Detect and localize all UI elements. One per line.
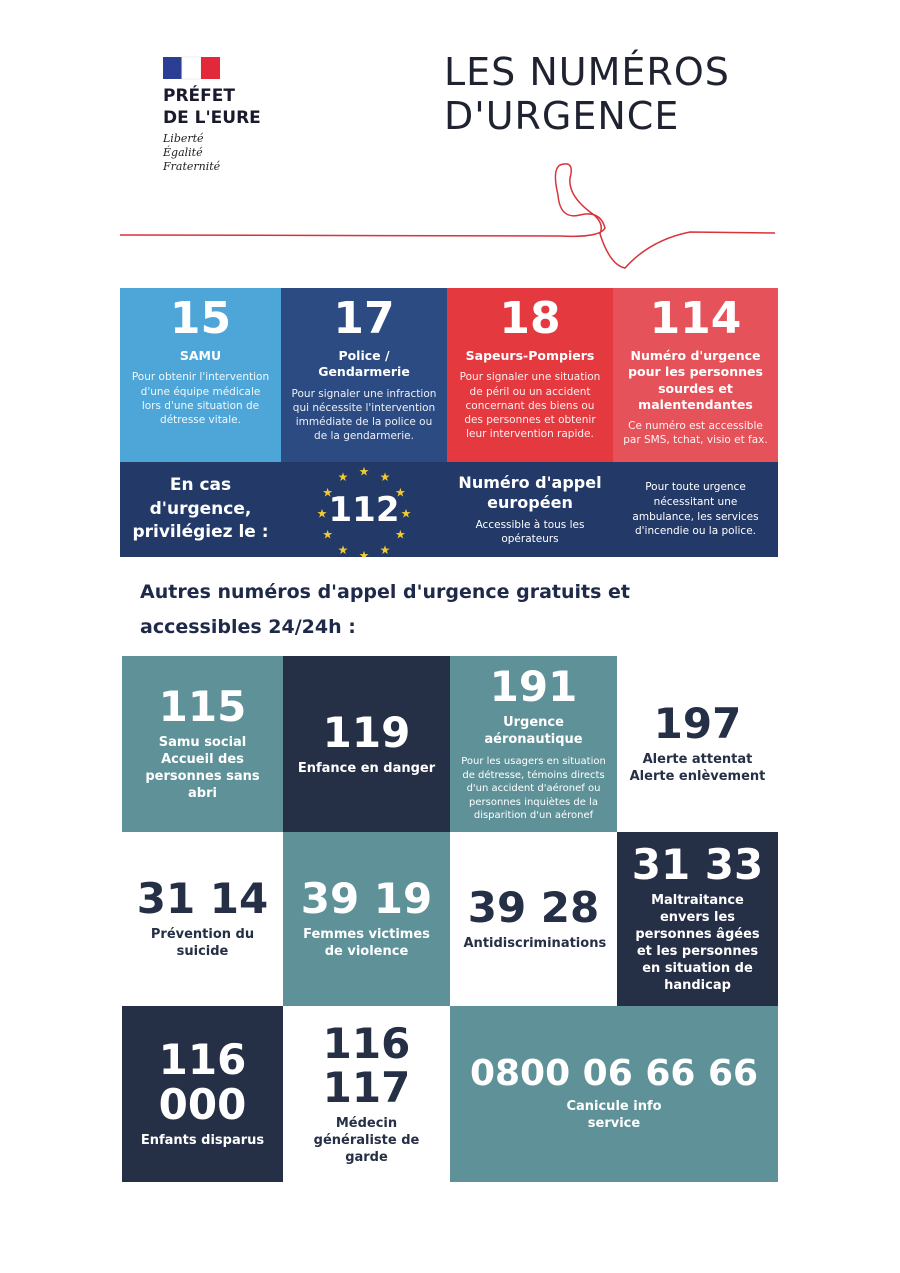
star: ★ xyxy=(338,470,349,484)
star: ★ xyxy=(322,528,333,542)
cell-number: 119 xyxy=(322,707,411,757)
number-cell: 39 19 Femmes victimes de violence xyxy=(283,832,450,1006)
european-description: Pour toute urgence nécessitant une ambul… xyxy=(632,481,759,538)
card-number: 114 xyxy=(649,293,742,344)
star: ★ xyxy=(401,507,412,521)
title-line: LES NUMÉROS xyxy=(444,50,730,94)
star: ★ xyxy=(359,549,370,558)
cell-description: Pour les usagers en situation de détress… xyxy=(461,756,606,822)
card-name: Police / Gendarmerie xyxy=(318,348,410,380)
number-cell: 115 Samu social Accueil des personnes san… xyxy=(122,656,283,832)
title-line: D'URGENCE xyxy=(444,94,680,138)
motto-line: Égalité xyxy=(163,146,203,159)
cell-number: 191 xyxy=(489,662,578,712)
number-cell: 31 14 Prévention du suicide xyxy=(122,832,283,1006)
cell-label: Prévention du suicide xyxy=(150,927,255,960)
title: LES NUMÉROS D'URGENCE xyxy=(444,50,730,138)
card-description: Pour signaler une situation de péril ou … xyxy=(459,371,601,441)
cell-number: 115 xyxy=(158,682,247,732)
cell-label: Canicule info service xyxy=(566,1099,662,1131)
cell-label: Alerte attentat Alerte enlèvement xyxy=(629,752,766,785)
star: ★ xyxy=(380,543,391,557)
cell-label: Antidiscriminations xyxy=(463,935,607,951)
cell-number: 116 117 xyxy=(322,1018,411,1112)
european-note: Accessible à tous les opérateurs xyxy=(475,519,585,546)
star: ★ xyxy=(317,507,328,521)
card-number: 17 xyxy=(333,293,395,344)
european-intro: En cas d'urgence, privilégiez le : xyxy=(132,474,269,543)
section-heading: Autres numéros d'appel d'urgence gratuit… xyxy=(140,581,631,638)
cell-number: 39 19 xyxy=(300,874,433,924)
org-line: PRÉFET xyxy=(163,86,235,106)
european-band xyxy=(120,462,778,557)
decoration xyxy=(119,56,776,269)
card-description: Ce numéro est accessible par SMS, tchat,… xyxy=(623,420,768,447)
cell-label: Maltraitance envers les personnes âgées … xyxy=(635,893,760,993)
eu-stars: ★ ★ ★ ★ ★ ★ ★ ★ ★ ★ ★ ★ xyxy=(317,465,412,558)
card-number: 15 xyxy=(169,293,232,344)
cell-number: 0800 06 66 66 xyxy=(469,1053,759,1095)
number-cell: 119 Enfance en danger xyxy=(283,656,450,832)
cell-number: 39 28 xyxy=(467,882,600,932)
card-name: Sapeurs-Pompiers xyxy=(465,348,595,364)
cell-number: 31 33 xyxy=(631,840,764,890)
european-name: Numéro d'appel européen xyxy=(458,472,602,513)
number-cell: 39 28 Antidiscriminations xyxy=(450,832,617,1006)
flag-red xyxy=(201,57,220,79)
star: ★ xyxy=(359,465,370,479)
cell-number: 31 14 xyxy=(136,874,269,924)
org-line: DE L'EURE xyxy=(163,108,261,128)
european-number: 112 xyxy=(328,489,400,530)
cell-label: Enfance en danger xyxy=(297,760,436,776)
number-cell: 197 Alerte attentat Alerte enlèvement xyxy=(617,656,778,832)
cell-label: Urgence aéronautique xyxy=(484,715,583,748)
cell-label: Femmes victimes de violence xyxy=(303,927,430,960)
card-name: SAMU xyxy=(179,348,222,364)
phone-line xyxy=(119,163,776,269)
card-description: Pour obtenir l'intervention d'une équipe… xyxy=(131,371,270,426)
flag-blue xyxy=(163,57,182,79)
star: ★ xyxy=(395,528,406,542)
emergency-card: 17 Police / Gendarmerie Pour signaler une … xyxy=(281,288,447,462)
cell-label: Samu social Accueil des personnes sans a… xyxy=(145,735,260,801)
european-info: Numéro d'appel européen Accessible à tous… xyxy=(447,462,613,557)
org-name: PRÉFET DE L'EURE xyxy=(163,85,261,129)
cell-label: Enfants disparus xyxy=(140,1132,265,1148)
number-cell: 191 Urgence aéronautique Pour les usagers … xyxy=(450,656,617,832)
motto: Liberté Égalité Fraternité xyxy=(163,132,220,174)
star: ★ xyxy=(322,486,333,500)
emergency-card: 114 Numéro d'urgence pour les personnes s… xyxy=(613,288,778,462)
emergency-card: 18 Sapeurs-Pompiers Pour signaler une situ… xyxy=(447,288,613,462)
number-cell: 0800 06 66 66 Canicule info service xyxy=(450,1006,778,1182)
flag-white xyxy=(181,56,202,80)
card-number: 18 xyxy=(499,293,561,344)
number-cell: 116 000 Enfants disparus xyxy=(122,1006,283,1182)
card-name: Numéro d'urgence pour les personnes sour… xyxy=(628,348,763,412)
star: ★ xyxy=(338,543,349,557)
motto-line: Fraternité xyxy=(163,160,221,173)
cell-number: 197 xyxy=(653,699,742,749)
star: ★ xyxy=(395,486,406,500)
cell-label: Médecin généraliste de garde xyxy=(313,1115,420,1165)
number-cell: 31 33 Maltraitance envers les personnes â… xyxy=(617,832,778,1006)
emergency-card: 15 SAMU Pour obtenir l'intervention d'une … xyxy=(120,288,281,462)
cell-number: 116 000 xyxy=(158,1035,247,1129)
star: ★ xyxy=(380,470,391,484)
number-cell: 116 117 Médecin généraliste de garde xyxy=(283,1006,450,1182)
motto-line: Liberté xyxy=(163,132,204,145)
card-description: Pour signaler une infraction qui nécessi… xyxy=(291,387,437,443)
